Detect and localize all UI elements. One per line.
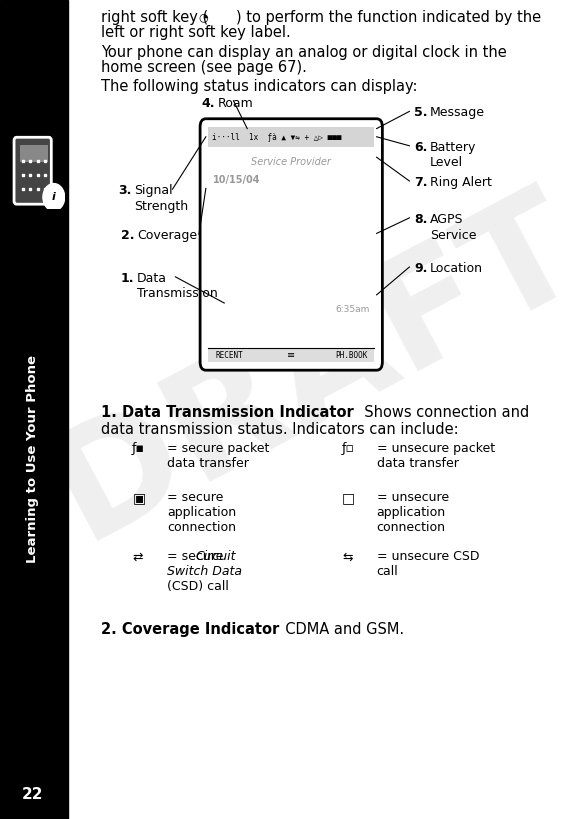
- Text: ≡: ≡: [287, 350, 296, 360]
- Text: = unsecure CSD: = unsecure CSD: [377, 550, 479, 563]
- Text: data transfer: data transfer: [377, 457, 458, 470]
- Text: ◔: ◔: [198, 12, 208, 22]
- Text: Shows connection and: Shows connection and: [355, 405, 529, 420]
- Text: RECENT: RECENT: [215, 351, 243, 360]
- Text: ⇄: ⇄: [132, 550, 143, 563]
- Text: Location: Location: [430, 262, 483, 275]
- Text: data transmission status. Indicators can include:: data transmission status. Indicators can…: [101, 422, 458, 437]
- Text: home screen (see page 67).: home screen (see page 67).: [101, 60, 306, 75]
- Text: CDMA and GSM.: CDMA and GSM.: [276, 622, 404, 637]
- Text: data transfer: data transfer: [167, 457, 248, 470]
- Text: Service Provider: Service Provider: [251, 157, 331, 167]
- Text: 7.: 7.: [414, 176, 427, 189]
- Text: = secure: = secure: [167, 550, 227, 563]
- Text: Transmission: Transmission: [137, 287, 217, 301]
- Text: 6.: 6.: [414, 141, 427, 154]
- Text: ƒ▪: ƒ▪: [132, 442, 145, 455]
- Text: Coverage: Coverage: [137, 229, 197, 242]
- Text: 5.: 5.: [414, 106, 427, 120]
- Text: Battery: Battery: [430, 141, 477, 154]
- Text: 6:35am: 6:35am: [335, 305, 370, 314]
- Text: = secure: = secure: [167, 491, 223, 505]
- Text: ▣: ▣: [132, 491, 145, 505]
- Circle shape: [43, 183, 64, 210]
- Bar: [208, 348, 374, 362]
- Text: 4.: 4.: [201, 97, 214, 110]
- Text: right soft key (      ) to perform the function indicated by the: right soft key ( ) to perform the functi…: [101, 10, 540, 25]
- Text: ƒ▫: ƒ▫: [342, 442, 355, 455]
- Text: left or right soft key label.: left or right soft key label.: [101, 25, 290, 39]
- Text: call: call: [377, 565, 398, 578]
- Text: 1. Data Transmission Indicator: 1. Data Transmission Indicator: [101, 405, 354, 420]
- Text: AGPS: AGPS: [430, 213, 463, 226]
- Text: application: application: [377, 506, 446, 519]
- Bar: [20, 145, 48, 162]
- Text: Message: Message: [430, 106, 485, 120]
- Text: 8.: 8.: [414, 213, 427, 226]
- Text: application: application: [167, 506, 236, 519]
- Text: Switch Data: Switch Data: [167, 565, 242, 578]
- Bar: [208, 127, 374, 147]
- Text: i: i: [52, 192, 56, 202]
- Text: Ring Alert: Ring Alert: [430, 176, 492, 189]
- Text: Signal: Signal: [134, 184, 172, 197]
- Bar: [0, 0, 68, 819]
- Text: = unsecure packet: = unsecure packet: [377, 442, 494, 455]
- Text: PH.BOOK: PH.BOOK: [335, 351, 367, 360]
- Text: Circuit: Circuit: [196, 550, 236, 563]
- Text: The following status indicators can display:: The following status indicators can disp…: [101, 79, 417, 94]
- Text: = secure packet: = secure packet: [167, 442, 269, 455]
- Text: DRAFT: DRAFT: [29, 169, 575, 568]
- Text: 3.: 3.: [118, 184, 131, 197]
- Text: Level: Level: [430, 156, 463, 170]
- Text: 2.: 2.: [121, 229, 134, 242]
- Text: connection: connection: [167, 521, 236, 534]
- Text: = unsecure: = unsecure: [377, 491, 448, 505]
- Text: (CSD) call: (CSD) call: [167, 580, 229, 593]
- Text: Learning to Use Your Phone: Learning to Use Your Phone: [26, 355, 39, 563]
- Text: 22: 22: [21, 787, 43, 802]
- Text: Your phone can display an analog or digital clock in the: Your phone can display an analog or digi…: [101, 45, 507, 60]
- Text: Data: Data: [137, 272, 167, 285]
- Text: ⇆: ⇆: [342, 550, 352, 563]
- Text: i···ll  1x  ƒà ▲ ▼⇋ + △▷ ■■■: i···ll 1x ƒà ▲ ▼⇋ + △▷ ■■■: [212, 133, 341, 142]
- FancyBboxPatch shape: [14, 138, 51, 204]
- Text: 9.: 9.: [414, 262, 427, 275]
- Text: 10/15/04: 10/15/04: [213, 175, 260, 185]
- Text: Service: Service: [430, 229, 477, 242]
- FancyBboxPatch shape: [200, 119, 382, 370]
- Text: 2. Coverage Indicator: 2. Coverage Indicator: [101, 622, 279, 637]
- Text: connection: connection: [377, 521, 446, 534]
- Text: 1.: 1.: [121, 272, 134, 285]
- Text: □: □: [342, 491, 355, 505]
- Text: Roam: Roam: [217, 97, 253, 110]
- Text: Strength: Strength: [134, 200, 188, 213]
